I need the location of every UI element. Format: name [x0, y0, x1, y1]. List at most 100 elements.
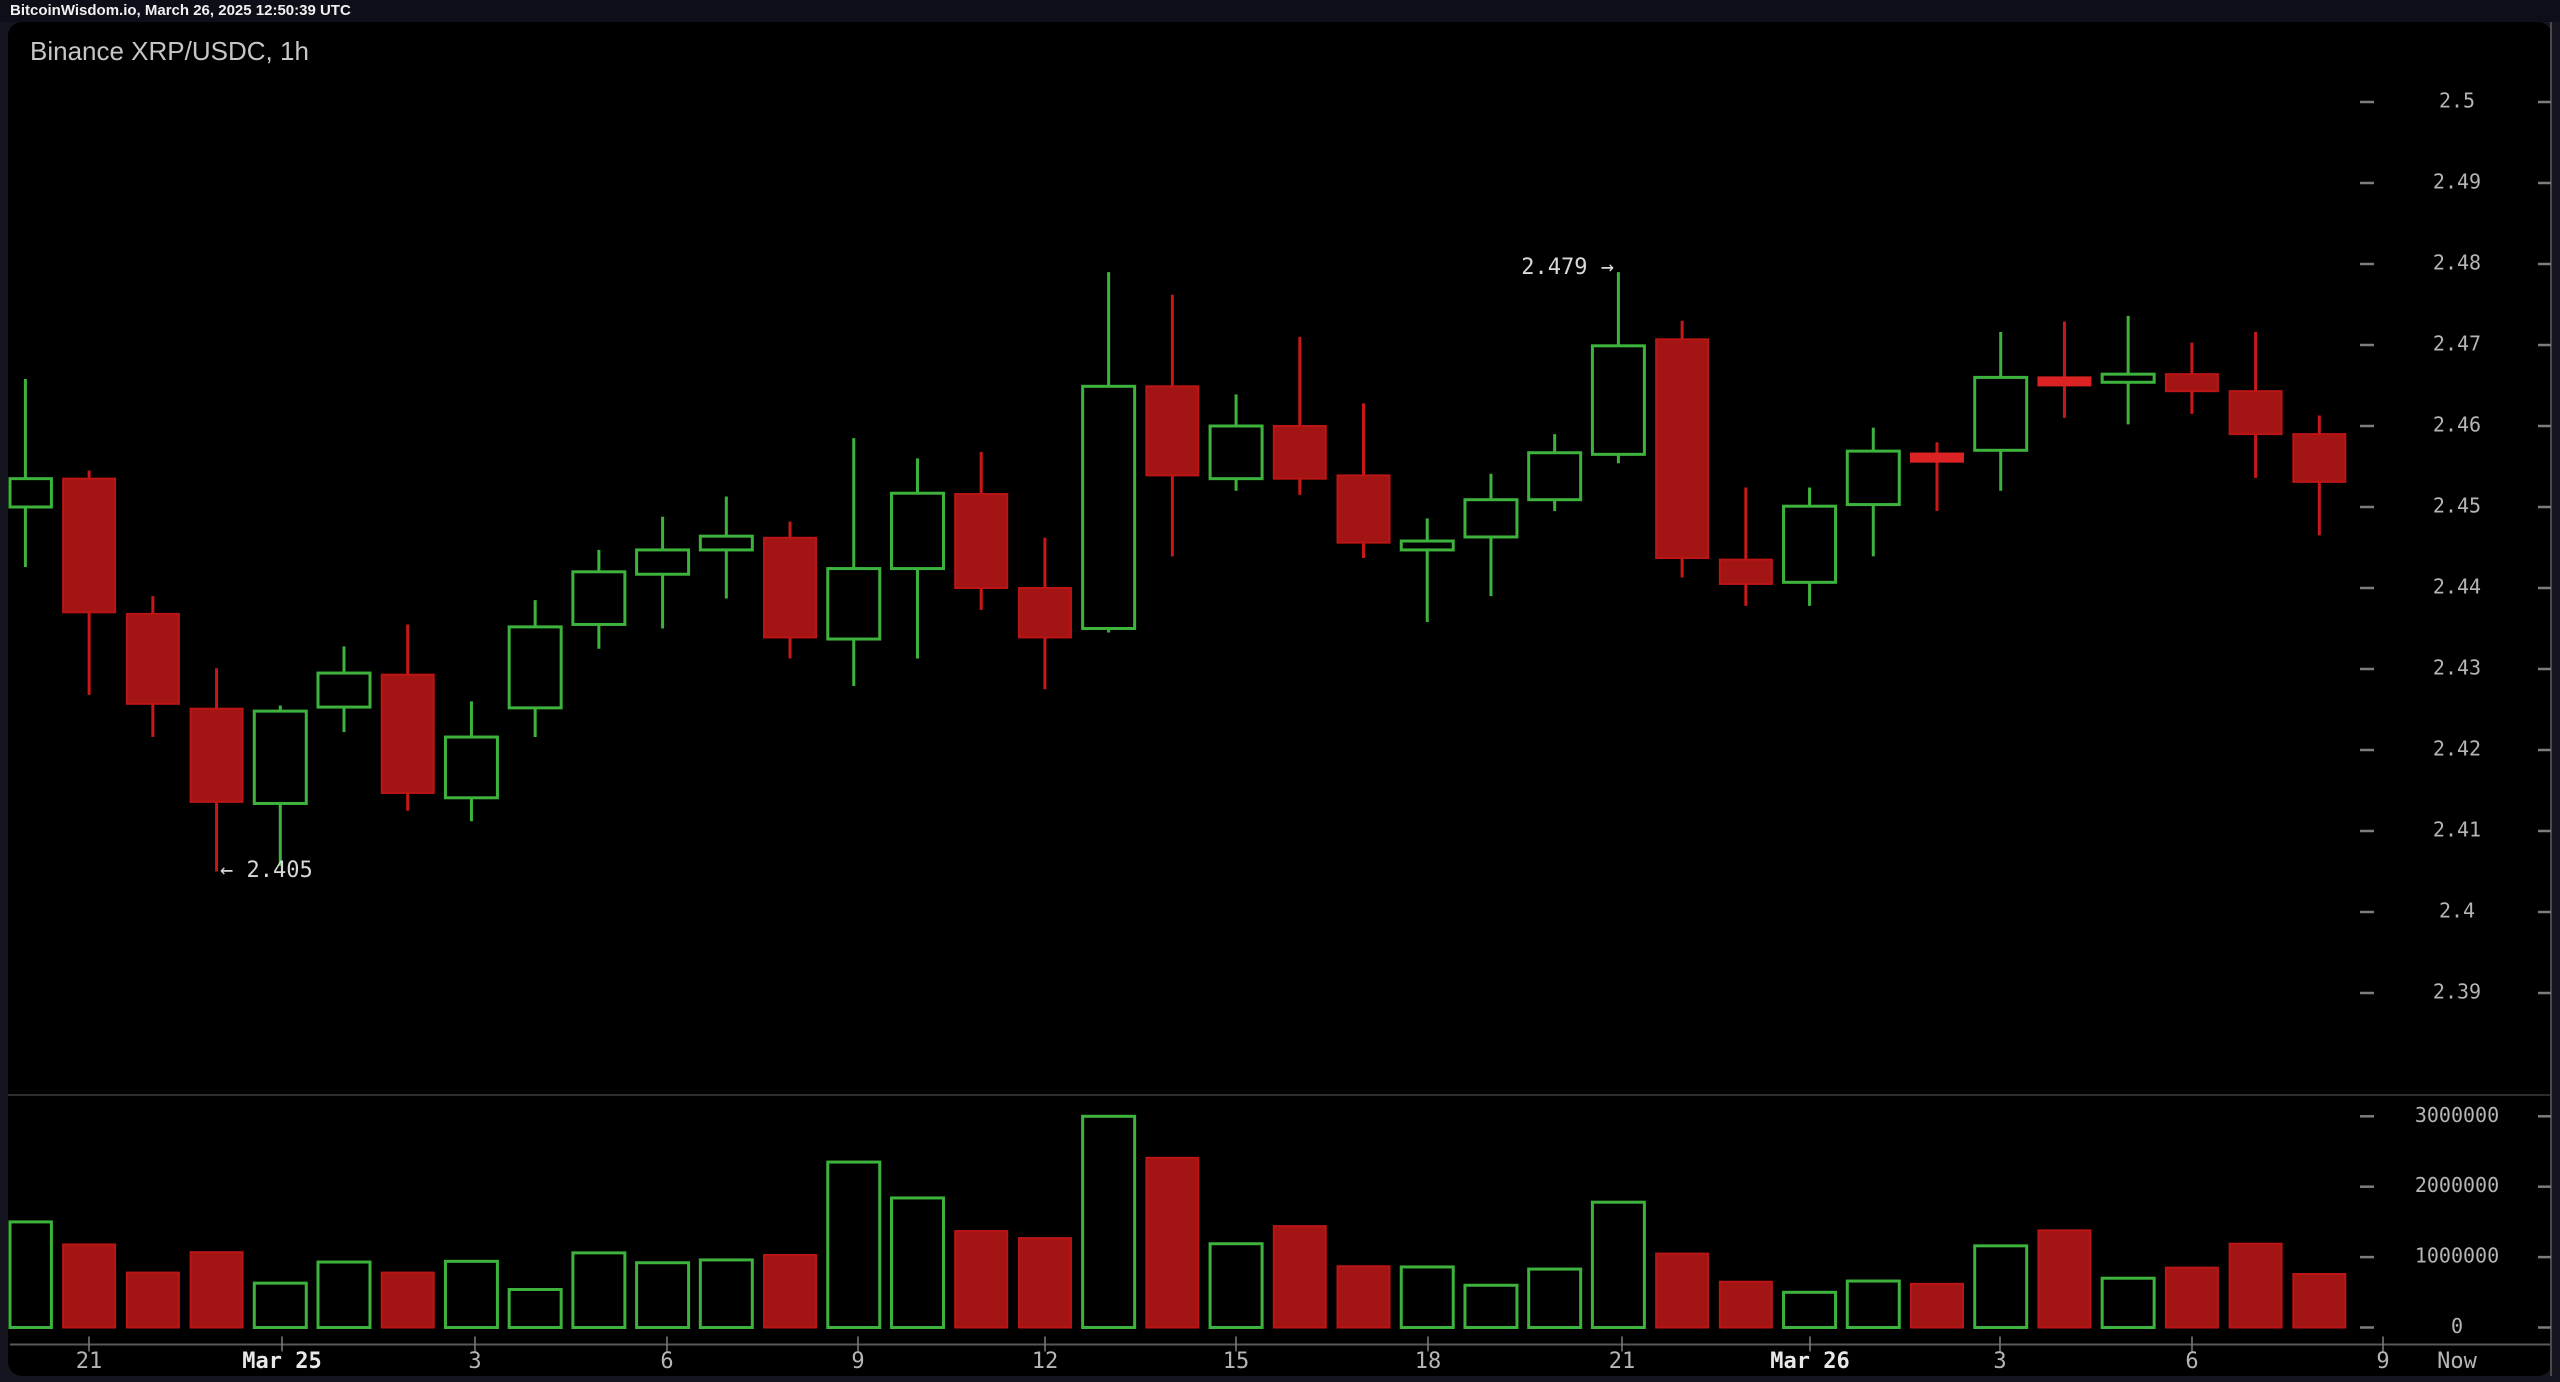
- volume-bar-up: [1845, 1279, 1901, 1330]
- time-axis-label: 6: [2185, 1349, 2198, 1374]
- candle-body-down: [1655, 338, 1710, 560]
- volume-bar-up: [1527, 1267, 1583, 1329]
- volume-bar-up: [1081, 1114, 1137, 1330]
- volume-bar-up: [1463, 1283, 1519, 1330]
- volume-bar-up: [2100, 1276, 2156, 1329]
- candle-body-up: [1527, 451, 1583, 502]
- volume-bar-up: [1782, 1290, 1838, 1330]
- volume-axis-label: 2000000: [2415, 1173, 2499, 1197]
- volume-bar-up: [635, 1261, 691, 1330]
- candle-body-up: [1463, 498, 1519, 539]
- volume-bar-down: [1272, 1225, 1327, 1329]
- volume-bar-up: [8, 1220, 53, 1330]
- volume-bar-up: [1973, 1244, 2029, 1330]
- candle-body-down: [62, 477, 117, 614]
- volume-bar-down: [1655, 1252, 1710, 1329]
- time-axis-label: 15: [1223, 1349, 1250, 1374]
- price-axis-label: 2.42: [2433, 737, 2481, 761]
- volume-bar-up: [571, 1251, 627, 1329]
- time-axis-label: 18: [1415, 1349, 1442, 1374]
- candle-body-down: [380, 673, 435, 794]
- candle-body-down: [125, 612, 180, 705]
- volume-bar-down: [1910, 1282, 1964, 1329]
- volume-bar-down: [1017, 1237, 1072, 1329]
- time-axis-label: 12: [1032, 1349, 1059, 1374]
- candle-body-down: [2228, 390, 2283, 436]
- time-axis-label: Now: [2437, 1349, 2477, 1374]
- price-axis-label: 2.5: [2439, 89, 2475, 113]
- candle-body-up: [507, 625, 563, 710]
- price-axis-label: 2.47: [2433, 332, 2481, 356]
- time-axis-label: 3: [468, 1349, 481, 1374]
- candle-body-down: [2292, 433, 2347, 483]
- time-axis-label: 3: [1993, 1349, 2006, 1374]
- candle-body-down: [954, 493, 1009, 590]
- status-bar-text: BitcoinWisdom.io, March 26, 2025 12:50:3…: [10, 2, 351, 19]
- candle-body-up: [1208, 424, 1264, 481]
- volume-bar-up: [507, 1287, 563, 1330]
- candle-body-up: [2100, 372, 2156, 384]
- volume-axis-label: 3000000: [2415, 1103, 2499, 1127]
- candle-body-up: [1590, 344, 1646, 456]
- candle-body-down: [763, 536, 818, 639]
- volume-bar-down: [380, 1271, 435, 1329]
- volume-bar-up: [252, 1281, 308, 1329]
- price-annotation: ← 2.405: [220, 858, 313, 883]
- price-axis-label: 2.44: [2433, 575, 2481, 599]
- time-axis-day-label: Mar 25: [242, 1349, 321, 1374]
- candle-body-down: [1336, 474, 1391, 544]
- candle-body-down: [2164, 373, 2219, 393]
- candle-body-up: [252, 709, 308, 805]
- volume-bar-down: [1336, 1265, 1391, 1329]
- time-axis-label: 21: [76, 1349, 103, 1374]
- candle-body-up: [1845, 449, 1901, 507]
- candle-body-down: [189, 707, 244, 803]
- volume-bar-up: [826, 1160, 882, 1330]
- candle-body-up: [1081, 384, 1137, 630]
- candle-body-down: [1910, 452, 1964, 463]
- candle-body-up: [443, 735, 499, 800]
- candle-body-up: [635, 548, 691, 576]
- volume-bar-up: [1399, 1265, 1455, 1330]
- candle-body-up: [826, 567, 882, 641]
- price-axis-label: 2.48: [2433, 251, 2481, 275]
- volume-bar-up: [889, 1196, 945, 1329]
- time-axis-label: 21: [1609, 1349, 1636, 1374]
- candle-body-down: [1145, 385, 1200, 477]
- volume-bar-up: [316, 1260, 372, 1329]
- price-axis-label: 2.46: [2433, 413, 2481, 437]
- candle-body-down: [1718, 558, 1773, 585]
- time-axis-label: 9: [2376, 1349, 2389, 1374]
- candle-body-up: [889, 491, 945, 571]
- chart-panel[interactable]: Binance XRP/USDC, 1h 2.5 2.49 2.48 2.47 2.46…: [8, 22, 2552, 1376]
- time-axis-label: 9: [851, 1349, 864, 1374]
- candle-body-up: [1973, 375, 2029, 452]
- candle-body-down: [1017, 587, 1072, 639]
- volume-bar-down: [1145, 1156, 1200, 1329]
- candlestick-chart-canvas[interactable]: 2.5 2.49 2.48 2.47 2.46 2.45 2.44 2.4 3 2.42 2.41 2…: [8, 22, 2552, 1376]
- price-axis-label: 2.45: [2433, 494, 2481, 518]
- price-axis-label: 2.4: [2439, 899, 2475, 923]
- volume-bar-up: [698, 1258, 754, 1330]
- price-axis-label: 2.41: [2433, 818, 2481, 842]
- status-bar: BitcoinWisdom.io, March 26, 2025 12:50:3…: [0, 0, 2560, 22]
- volume-axis-label: 1000000: [2415, 1244, 2499, 1268]
- volume-bar-down: [763, 1253, 818, 1329]
- candle-body-up: [571, 570, 627, 626]
- candle-body-up: [698, 534, 754, 552]
- candle-body-up: [316, 671, 372, 709]
- volume-bar-down: [2228, 1242, 2283, 1329]
- volume-bar-down: [954, 1230, 1009, 1329]
- volume-bar-down: [2164, 1266, 2219, 1329]
- candle-body-up: [1782, 504, 1838, 584]
- price-axis-label: 2.49: [2433, 170, 2481, 194]
- candle-body-down: [1272, 425, 1327, 480]
- volume-bar-down: [1718, 1280, 1773, 1329]
- time-axis-label: 6: [660, 1349, 673, 1374]
- price-annotation: 2.479 →: [1521, 255, 1614, 280]
- volume-bar-up: [443, 1259, 499, 1329]
- candle-body-up: [8, 477, 53, 509]
- chart-title: Binance XRP/USDC, 1h: [30, 36, 309, 66]
- volume-axis-label: 0: [2451, 1314, 2463, 1338]
- candle-body-down: [2037, 376, 2092, 387]
